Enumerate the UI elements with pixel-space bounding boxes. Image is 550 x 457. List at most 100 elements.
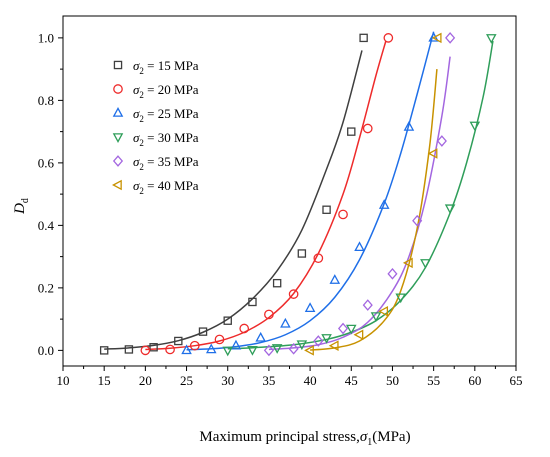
legend-marker-series-1 (113, 60, 123, 70)
x-tick-label: 45 (345, 373, 358, 388)
x-tick-label: 60 (468, 373, 481, 388)
legend-marker-series-2 (113, 84, 123, 94)
legend-label-series-6: σ2 = 40 MPa (133, 178, 199, 196)
data-point-series-4 (296, 340, 308, 351)
data-point-series-2 (140, 345, 151, 356)
data-point-series-6 (304, 345, 314, 356)
data-point-series-4 (420, 259, 431, 269)
data-point-series-2 (288, 289, 299, 299)
data-point-series-1 (149, 343, 158, 352)
data-point-series-4 (370, 312, 382, 322)
data-point-series-4 (345, 324, 357, 335)
legend-label-series-5: σ2 = 35 MPa (133, 154, 199, 172)
data-point-series-4 (247, 345, 258, 356)
data-point-series-6 (353, 329, 364, 341)
data-point-series-2 (313, 253, 324, 264)
data-point-series-5 (387, 267, 398, 280)
y-tick-label: 0.0 (38, 343, 54, 358)
data-point-series-1 (124, 345, 134, 354)
data-point-series-2 (239, 323, 250, 334)
data-point-series-1 (322, 205, 331, 214)
data-point-series-3 (304, 302, 316, 312)
data-point-series-4 (321, 334, 332, 344)
data-point-series-6 (402, 257, 413, 269)
fit-curve-series-5 (268, 56, 451, 351)
y-axis-ticks: 0.0 0.2 0.4 0.6 0.8 1.0 (38, 30, 63, 358)
data-point-series-5 (362, 299, 373, 311)
data-point-series-2 (264, 309, 274, 320)
data-point-series-2 (189, 340, 200, 351)
data-point-series-3 (181, 344, 192, 355)
data-point-series-6 (427, 148, 438, 159)
fit-curve-series-3 (186, 31, 435, 351)
data-point-series-1 (198, 327, 208, 336)
y-tick-label: 1.0 (38, 30, 54, 45)
data-point-series-1 (272, 278, 282, 288)
x-tick-label: 65 (510, 373, 523, 388)
fit-curve-series-6 (310, 69, 438, 351)
data-markers (99, 31, 497, 357)
data-point-series-2 (165, 344, 175, 355)
data-point-series-5 (313, 335, 324, 347)
data-point-series-2 (362, 123, 373, 134)
x-tick-label: 30 (221, 373, 234, 388)
legend-label-series-4: σ2 = 30 MPa (133, 130, 199, 148)
x-axis-title: Maximum principal stress,σ1(MPa) (199, 429, 410, 448)
data-point-series-5 (263, 344, 274, 357)
legend-label-series-1: σ2 = 15 MPa (133, 58, 199, 76)
data-point-series-1 (174, 336, 183, 346)
data-point-series-2 (214, 334, 225, 345)
data-point-series-4 (444, 204, 456, 215)
data-point-series-4 (486, 34, 497, 44)
legend-marker-series-5 (112, 155, 124, 167)
data-point-series-6 (378, 306, 389, 317)
data-point-series-3 (378, 199, 390, 209)
x-tick-label: 35 (262, 373, 275, 388)
x-tick-label: 50 (386, 373, 399, 388)
data-point-series-2 (338, 209, 348, 220)
y-tick-label: 0.8 (38, 93, 54, 108)
data-point-series-5 (337, 322, 349, 335)
x-tick-label: 55 (427, 373, 440, 388)
data-point-series-3 (230, 339, 242, 350)
data-point-series-3 (354, 241, 365, 252)
x-tick-label: 40 (304, 373, 317, 388)
y-axis-title: Dd (12, 198, 31, 215)
x-tick-label: 15 (98, 373, 111, 388)
data-point-series-1 (347, 127, 356, 136)
data-point-series-4 (395, 293, 406, 304)
data-point-series-3 (403, 120, 415, 131)
data-point-series-3 (280, 317, 291, 328)
data-point-series-5 (445, 32, 456, 44)
fit-curve-series-4 (227, 40, 494, 350)
legend: σ2 = 15 MPa σ2 = 20 MPa σ2 = 25 MPa σ2 = 30… (112, 58, 199, 196)
fit-curve-series-1 (104, 50, 363, 350)
data-point-series-6 (328, 340, 339, 351)
legend-marker-series-3 (112, 107, 124, 117)
data-point-series-3 (255, 331, 266, 342)
data-point-series-6 (431, 32, 442, 44)
data-point-series-1 (297, 249, 307, 258)
fit-curve-series-2 (145, 40, 387, 351)
x-tick-label: 25 (180, 373, 193, 388)
data-point-series-4 (271, 344, 283, 354)
data-point-series-1 (359, 33, 368, 43)
legend-label-series-3: σ2 = 25 MPa (133, 106, 199, 124)
legend-marker-series-4 (112, 133, 124, 143)
data-point-series-3 (329, 274, 341, 284)
data-point-series-4 (469, 121, 481, 132)
legend-label-series-2: σ2 = 20 MPa (133, 82, 199, 100)
y-tick-label: 0.2 (38, 280, 54, 295)
x-tick-label: 10 (57, 373, 70, 388)
legend-marker-series-6 (112, 179, 122, 191)
data-point-series-1 (99, 346, 109, 355)
y-tick-label: 0.6 (38, 155, 55, 170)
data-point-series-5 (412, 214, 423, 227)
data-point-series-1 (223, 316, 232, 325)
y-tick-label: 0.4 (38, 218, 55, 233)
x-axis-ticks: 10 15 20 25 30 35 40 45 50 55 60 65 (57, 366, 523, 388)
data-point-series-2 (383, 33, 394, 43)
data-point-series-5 (436, 135, 447, 147)
fit-curves (104, 31, 494, 351)
